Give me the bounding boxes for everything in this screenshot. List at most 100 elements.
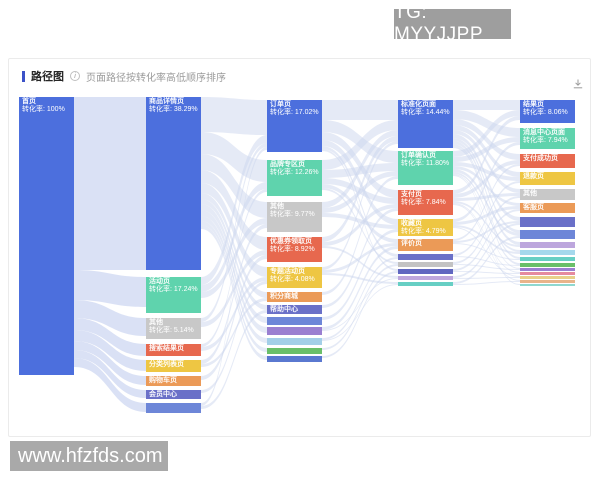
node-name: 首页 <box>22 98 36 105</box>
sankey-link <box>322 264 398 350</box>
sankey-node-c3-1[interactable]: 订单确认页 转化率: 11.80% <box>398 151 453 185</box>
sankey-link <box>201 224 267 364</box>
sankey-node-c4-0[interactable]: 结果页 转化率: 8.06% <box>520 100 575 123</box>
sankey-node-c2-11[interactable] <box>267 356 322 362</box>
sankey-node-c2-2[interactable]: 其他 转化率: 9.77% <box>267 202 322 232</box>
sankey-node-c4-8[interactable] <box>520 242 575 248</box>
node-conversion-rate: 转化率: 7.94% <box>523 137 568 144</box>
sankey-link <box>201 147 267 406</box>
sankey-node-c1-7[interactable] <box>146 403 201 413</box>
sankey-node-c4-1[interactable]: 消息中心页面 转化率: 7.94% <box>520 128 575 149</box>
node-conversion-rate: 转化率: 9.77% <box>270 211 315 218</box>
sankey-link <box>201 182 267 292</box>
sankey-node-c4-16[interactable] <box>520 284 575 286</box>
sankey-link <box>453 271 520 274</box>
sankey-node-c4-7[interactable] <box>520 230 575 239</box>
sankey-link <box>453 174 520 269</box>
sankey-node-c4-15[interactable] <box>520 280 575 283</box>
sankey-node-c4-11[interactable] <box>520 263 575 267</box>
sankey-link <box>74 350 146 398</box>
sankey-node-c3-0[interactable]: 标准化页面 转化率: 14.44% <box>398 100 453 148</box>
sankey-node-c4-14[interactable] <box>520 276 575 279</box>
info-icon[interactable]: i <box>70 71 80 81</box>
sankey-node-c3-3[interactable]: 收藏页 转化率: 4.79% <box>398 219 453 236</box>
sankey-node-c4-3[interactable]: 退款页 <box>520 172 575 185</box>
sankey-link <box>453 206 520 225</box>
sankey-node-c4-9[interactable] <box>520 250 575 255</box>
chart-title: 路径图 <box>31 71 64 83</box>
sankey-node-c3-4[interactable]: 评价页 <box>398 239 453 251</box>
sankey-node-c1-0[interactable]: 商品详情页 转化率: 38.29% <box>146 97 201 270</box>
node-name: 订单页 <box>270 101 291 108</box>
sankey-link <box>74 341 146 385</box>
sankey-link <box>201 97 267 135</box>
sankey-link <box>201 189 267 347</box>
node-name: 帮助中心 <box>270 306 298 313</box>
sankey-link <box>453 236 520 284</box>
sankey-node-c1-4[interactable]: 分类列表页 <box>146 360 201 372</box>
watermark-badge-top: TG: MYYJJPP <box>394 2 511 45</box>
node-conversion-rate: 转化率: 17.02% <box>270 109 319 116</box>
sankey-node-c1-2[interactable]: 其他 转化率: 5.14% <box>146 318 201 339</box>
sankey-node-c3-2[interactable]: 支付页 转化率: 7.84% <box>398 190 453 215</box>
sankey-node-c4-10[interactable] <box>520 257 575 261</box>
sankey-node-c3-6[interactable] <box>398 262 453 267</box>
sankey-link <box>453 141 520 245</box>
sankey-link <box>453 204 520 281</box>
card-header: 路径图 i 页面路径按转化率高低顺序排序 <box>22 68 226 84</box>
sankey-node-c2-3[interactable]: 优惠券领取页 转化率: 8.92% <box>267 237 322 262</box>
sankey-node-c2-4[interactable]: 专题活动页 转化率: 4.08% <box>267 267 322 288</box>
sankey-link <box>322 204 398 246</box>
sankey-link <box>453 203 520 273</box>
sankey-link <box>453 110 520 157</box>
sankey-node-c4-12[interactable] <box>520 268 575 271</box>
node-name: 其他 <box>149 319 163 326</box>
sankey-node-c3-5[interactable] <box>398 254 453 260</box>
sankey-link <box>453 277 520 279</box>
sankey-node-c1-5[interactable]: 购物车页 <box>146 376 201 386</box>
node-conversion-rate: 转化率: 8.92% <box>270 246 315 253</box>
sankey-node-c4-5[interactable]: 客服页 <box>520 203 575 213</box>
sankey-link <box>453 172 520 252</box>
node-name: 收藏页 <box>401 220 422 227</box>
sankey-link <box>322 140 398 225</box>
sankey-node-c2-1[interactable]: 品牌专区页 转化率: 12.26% <box>267 160 322 196</box>
sankey-node-c4-6[interactable] <box>520 217 575 227</box>
sankey-node-c2-7[interactable] <box>267 317 322 325</box>
sankey-node-c2-9[interactable] <box>267 338 322 345</box>
download-button[interactable] <box>570 76 586 92</box>
sankey-node-c3-8[interactable] <box>398 276 453 280</box>
sankey-node-c2-8[interactable] <box>267 327 322 335</box>
sankey-node-c4-13[interactable] <box>520 272 575 275</box>
node-conversion-rate: 转化率: 12.26% <box>270 169 319 176</box>
sankey-node-c3-7[interactable] <box>398 269 453 274</box>
node-name: 品牌专区页 <box>270 161 305 168</box>
sankey-node-c0-0[interactable]: 首页 转化率: 100% <box>19 97 74 375</box>
sankey-link <box>322 171 398 213</box>
node-name: 活动页 <box>149 278 170 285</box>
node-name: 其他 <box>270 203 284 210</box>
sankey-node-c2-6[interactable]: 帮助中心 <box>267 305 322 314</box>
sankey-node-c1-6[interactable]: 会员中心 <box>146 390 201 399</box>
node-name: 其他 <box>523 190 537 197</box>
sankey-link <box>201 216 267 343</box>
sankey-link <box>322 141 398 270</box>
sankey-node-c2-10[interactable] <box>267 348 322 354</box>
sankey-link <box>322 271 398 358</box>
sankey-node-c4-2[interactable]: 支付成功页 <box>520 154 575 168</box>
node-conversion-rate: 转化率: 4.79% <box>401 228 446 235</box>
sankey-link <box>453 166 520 206</box>
sankey-node-c1-1[interactable]: 活动页 转化率: 17.24% <box>146 277 201 313</box>
sankey-link <box>201 154 267 218</box>
sankey-node-c3-9[interactable] <box>398 282 453 286</box>
sankey-node-c2-5[interactable]: 积分商城 <box>267 292 322 302</box>
sankey-link <box>453 209 520 271</box>
node-conversion-rate: 转化率: 14.44% <box>401 109 450 116</box>
sankey-link <box>453 223 520 278</box>
sankey-link <box>322 120 398 170</box>
sankey-node-c4-4[interactable]: 其他 <box>520 189 575 200</box>
node-name: 优惠券领取页 <box>270 238 312 245</box>
sankey-node-c2-0[interactable]: 订单页 转化率: 17.02% <box>267 100 322 152</box>
sankey-node-c1-3[interactable]: 搜索结果页 <box>146 344 201 356</box>
